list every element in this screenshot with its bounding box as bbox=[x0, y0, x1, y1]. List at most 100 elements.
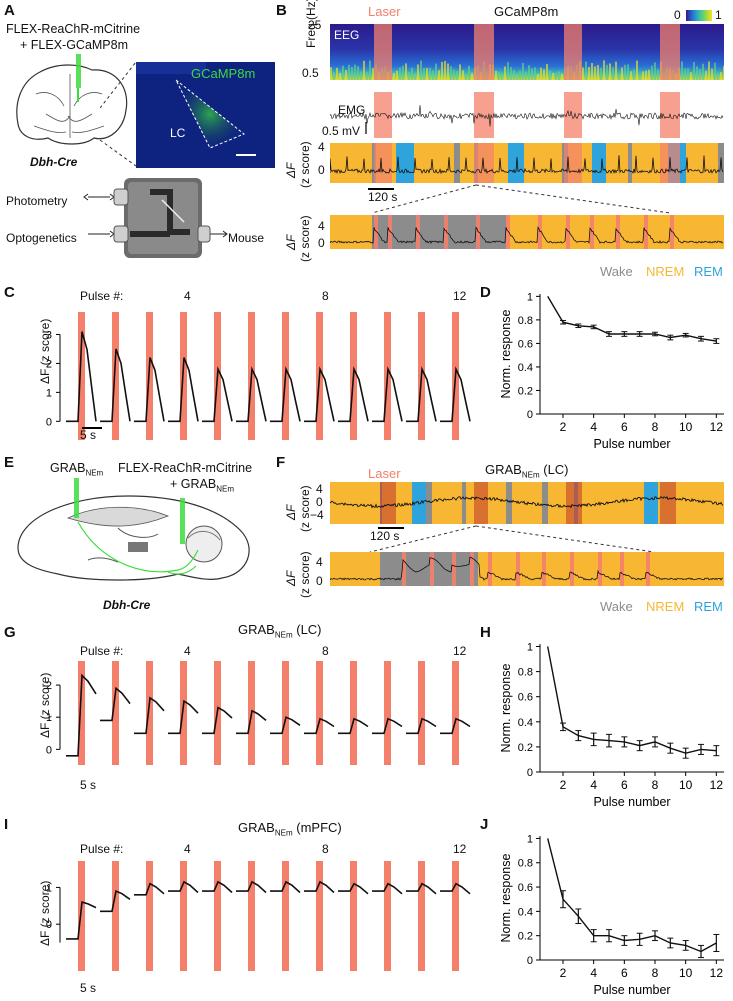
y-tick-label: 0.2 bbox=[518, 385, 533, 397]
fluidic-cube-illustration bbox=[83, 178, 228, 258]
b-time-scale: 120 s bbox=[368, 190, 398, 204]
spectrogram-band bbox=[363, 60, 365, 80]
laser-pulse bbox=[112, 661, 119, 765]
panel-letter-f: F bbox=[276, 454, 286, 471]
spectrogram-band bbox=[621, 67, 623, 80]
spectrogram-band bbox=[342, 65, 344, 80]
i-pulse-tick-12: 12 bbox=[453, 842, 467, 856]
pulse-trace-8 bbox=[304, 880, 335, 894]
histology-image: GCaMP8m LC bbox=[136, 62, 275, 168]
spectrogram-band bbox=[333, 72, 335, 80]
f-laser-label: Laser bbox=[368, 466, 401, 481]
spectrogram-band bbox=[546, 63, 548, 80]
c-pulse-tick-8: 8 bbox=[322, 289, 329, 303]
laser-pulse bbox=[146, 861, 153, 971]
spectrogram-band bbox=[636, 60, 638, 80]
x-tick-label: 4 bbox=[590, 778, 597, 792]
f-title: GRABNEm (LC) bbox=[485, 462, 569, 480]
spectrogram-band bbox=[612, 66, 614, 80]
x-tick-label: 8 bbox=[652, 420, 659, 434]
y-axis-label: Norm. response bbox=[499, 663, 513, 752]
laser-window bbox=[474, 143, 494, 183]
emg-trace bbox=[330, 92, 724, 138]
nrem-state-block bbox=[686, 143, 718, 183]
y-tick-label: 1 bbox=[46, 882, 52, 894]
spectrogram-band bbox=[552, 72, 554, 80]
spectrogram-band bbox=[330, 67, 332, 80]
laser-pulse bbox=[112, 861, 119, 971]
laser-window bbox=[374, 24, 392, 80]
spectrogram-band bbox=[516, 73, 518, 80]
f-legend-nrem: NREM bbox=[646, 599, 685, 614]
b-zoom-dff-label-1: ΔF bbox=[284, 234, 298, 250]
spectrogram-band bbox=[651, 65, 653, 80]
spectrogram-band bbox=[471, 72, 473, 80]
g-pulse-label: Pulse #: bbox=[80, 644, 124, 658]
y-tick-label: 1 bbox=[46, 712, 52, 724]
spectrogram-band bbox=[714, 62, 716, 80]
b-zoom-line bbox=[330, 225, 724, 245]
spectrogram-colorbar bbox=[686, 10, 712, 21]
spectrogram-band bbox=[561, 73, 563, 80]
b-dff-label-z: (z score) bbox=[298, 141, 312, 188]
nrem-state-block bbox=[330, 552, 380, 586]
laser-pulse bbox=[488, 552, 492, 586]
spectrogram-band bbox=[450, 66, 452, 80]
mouse-label: Mouse bbox=[228, 231, 265, 245]
spectrogram-band bbox=[711, 68, 713, 80]
e-mouse-line: Dbh-Cre bbox=[103, 598, 151, 612]
histology-gcamp-label: GCaMP8m bbox=[191, 66, 256, 81]
sagittal-brain-illustration bbox=[17, 478, 250, 581]
g-title: GRABNEm (LC) bbox=[238, 622, 322, 640]
x-tick-label: 8 bbox=[652, 778, 659, 792]
i-title-suffix: (mPFC) bbox=[292, 820, 342, 835]
laser-pulse bbox=[566, 215, 570, 249]
laser-pulse bbox=[644, 215, 648, 249]
spectrogram-band bbox=[519, 70, 521, 80]
pulse-trace-12 bbox=[440, 882, 471, 895]
spectrogram-band bbox=[543, 69, 545, 80]
laser-pulse bbox=[590, 215, 594, 249]
spectrogram-band bbox=[438, 70, 440, 80]
laser-pulse bbox=[452, 552, 456, 586]
spectrogram-band bbox=[513, 70, 515, 80]
x-tick-label: 8 bbox=[652, 966, 659, 980]
spectrogram-band bbox=[633, 69, 635, 80]
series-line bbox=[547, 296, 717, 342]
f-zoom-lines bbox=[369, 525, 655, 553]
y-tick-label: 0 bbox=[527, 409, 533, 421]
c-pulse-traces: 0 1 2 3 bbox=[46, 312, 471, 440]
y-tick-label: 0.4 bbox=[518, 717, 533, 729]
pulse-trace-7 bbox=[270, 880, 301, 894]
spectrogram-band bbox=[654, 62, 656, 80]
spectrogram-band bbox=[465, 73, 467, 80]
panel-letter-b: B bbox=[276, 2, 287, 19]
spectrogram-band bbox=[603, 60, 605, 80]
spectrogram-band bbox=[348, 64, 350, 80]
b-freq-top: 25 bbox=[308, 18, 322, 32]
y-tick-label: 0 bbox=[46, 744, 52, 756]
rem-state-block bbox=[592, 143, 606, 183]
panel-letter-d: D bbox=[480, 284, 491, 301]
b-legend-wake: Wake bbox=[600, 264, 633, 279]
g-title-main: GRAB bbox=[238, 622, 275, 637]
wake-state-block bbox=[628, 143, 632, 183]
x-tick-label: 4 bbox=[590, 966, 597, 980]
spectrogram-band bbox=[351, 67, 353, 80]
nrem-state-block bbox=[330, 143, 372, 183]
x-tick-label: 12 bbox=[710, 420, 724, 434]
b-brain-state-trace bbox=[330, 143, 724, 183]
rem-state-block bbox=[644, 482, 658, 524]
laser-pulse bbox=[282, 661, 289, 765]
nrem-state-block bbox=[524, 143, 562, 183]
e-virus-line1: FLEX-ReaChR-mCitrine bbox=[118, 461, 253, 475]
wake-state-block bbox=[718, 143, 724, 183]
x-axis-label: Pulse number bbox=[593, 795, 670, 809]
f-legend-wake: Wake bbox=[600, 599, 633, 614]
g-pulse-tick-12: 12 bbox=[453, 644, 467, 658]
laser-pulse bbox=[620, 552, 624, 586]
f-dff-line bbox=[330, 496, 724, 509]
c-pulse-tick-4: 4 bbox=[184, 289, 191, 303]
spectrogram-band bbox=[702, 63, 704, 80]
